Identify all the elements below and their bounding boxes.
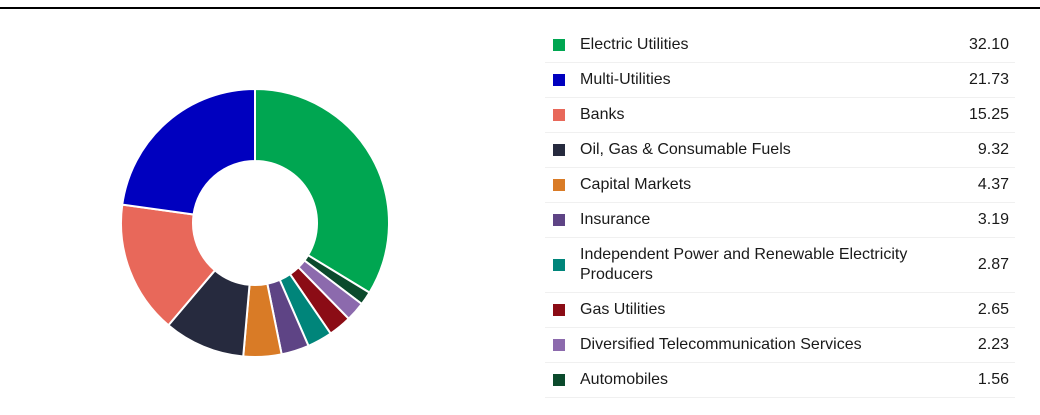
legend-swatch: [553, 144, 565, 156]
legend-value: 1.56: [977, 371, 1009, 388]
donut-slice: [121, 87, 256, 216]
legend-label: Diversified Telecommunication Services: [580, 336, 862, 353]
legend-value: 21.73: [968, 71, 1009, 88]
legend-label: Oil, Gas & Consumable Fuels: [580, 141, 791, 158]
legend-label: Gas Utilities: [580, 301, 666, 318]
legend-label: Capital Markets: [580, 176, 692, 193]
legend-value: 2.23: [977, 336, 1009, 353]
legend-label: Multi-Utilities: [580, 71, 671, 88]
legend-label: Electric Utilities: [580, 36, 689, 53]
legend-swatch: [553, 74, 565, 86]
legend-value: 2.87: [977, 256, 1009, 273]
legend-label: Independent Power and Renewable Electric…: [580, 246, 908, 283]
legend-label: Automobiles: [580, 371, 669, 388]
legend-value: 15.25: [968, 106, 1009, 123]
legend-value: 2.65: [977, 301, 1009, 318]
legend-swatch: [553, 374, 565, 386]
legend-row: Insurance 3.19: [545, 203, 1015, 238]
legend-row: Automobiles 1.56: [545, 363, 1015, 398]
legend-value: 3.19: [977, 211, 1009, 228]
legend-value: 4.37: [977, 176, 1009, 193]
legend-swatch: [553, 259, 565, 271]
legend-swatch: [553, 179, 565, 191]
top-rule: [0, 7, 1040, 9]
legend-swatch: [553, 214, 565, 226]
legend-swatch: [553, 339, 565, 351]
donut-slice: [254, 87, 390, 294]
legend-row: Independent Power and Renewable Electric…: [545, 238, 1015, 293]
legend-swatch: [553, 39, 565, 51]
legend-swatch: [553, 304, 565, 316]
legend-row: Banks 15.25: [545, 98, 1015, 133]
legend-label: Insurance: [580, 211, 651, 228]
legend-row: Capital Markets 4.37: [545, 168, 1015, 203]
legend-row: Oil, Gas & Consumable Fuels 9.32: [545, 133, 1015, 168]
legend-value: 32.10: [968, 36, 1009, 53]
legend-row: Multi-Utilities 21.73: [545, 63, 1015, 98]
legend-label: Banks: [580, 106, 625, 123]
donut-chart: [120, 87, 390, 358]
legend-row: Electric Utilities 32.10: [545, 28, 1015, 63]
legend-value: 9.32: [977, 141, 1009, 158]
legend: Electric Utilities 32.10 Multi-Utilities 21…: [545, 28, 1015, 398]
legend-row: Gas Utilities 2.65: [545, 293, 1015, 328]
legend-swatch: [553, 109, 565, 121]
legend-row: Diversified Telecommunication Services 2.…: [545, 328, 1015, 363]
